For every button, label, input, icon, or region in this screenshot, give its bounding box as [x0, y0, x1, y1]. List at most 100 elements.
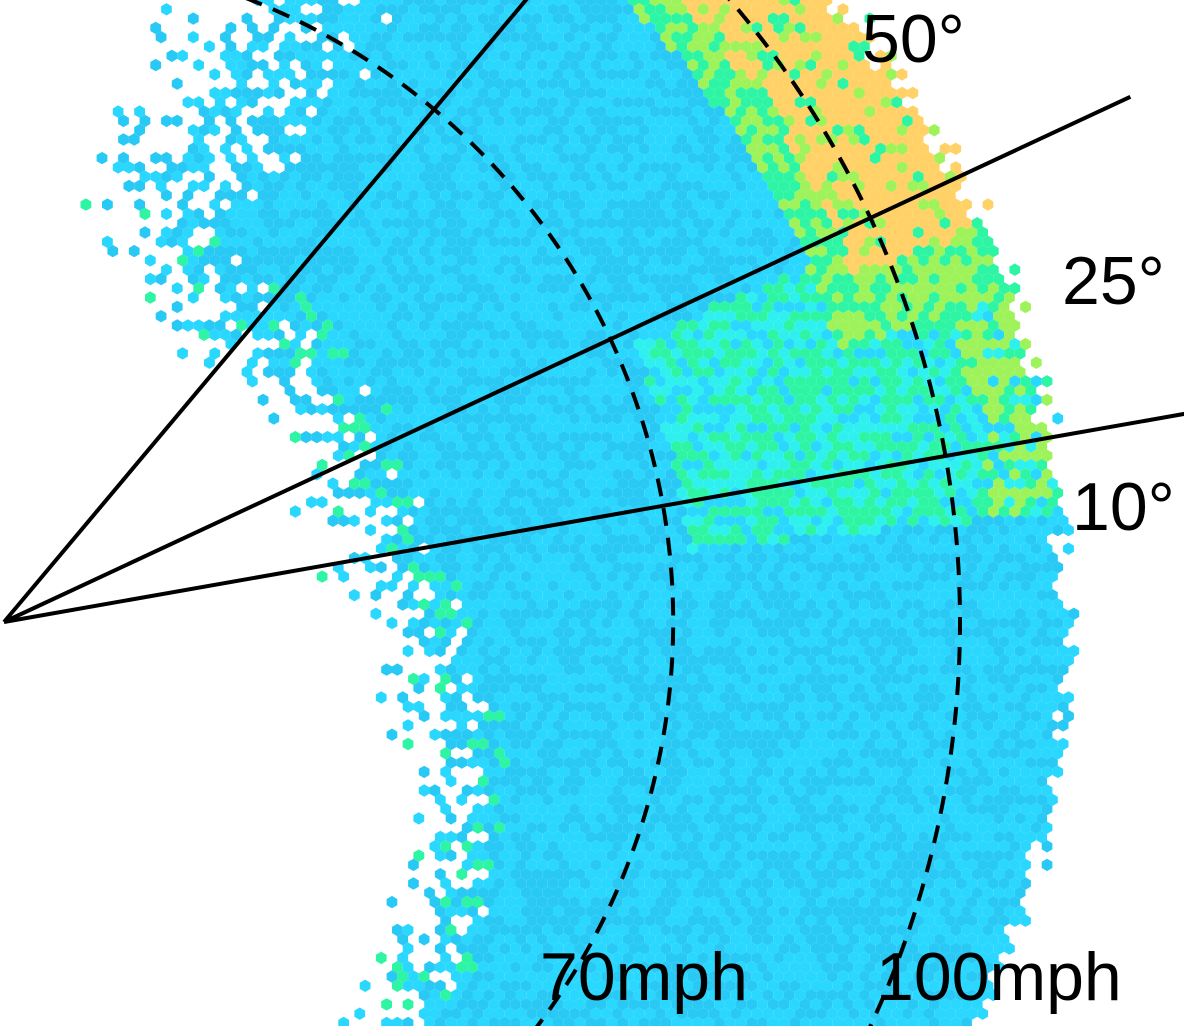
density-hex [456, 31, 468, 44]
density-hex [381, 31, 392, 44]
density-hex [451, 133, 462, 146]
density-hex [536, 151, 548, 165]
density-hex [681, 142, 693, 155]
density-hex [708, 114, 720, 128]
density-hex [579, 170, 591, 183]
density-hex [402, 217, 414, 230]
density-hex [316, 179, 328, 193]
density-hex [332, 170, 344, 183]
density-hex [698, 40, 709, 53]
density-hex [810, 217, 822, 230]
density-hex [762, 133, 774, 146]
density-hex [316, 272, 328, 286]
density-hex [230, 198, 242, 211]
density-hex [741, 40, 752, 53]
density-hex [413, 31, 425, 44]
density-hex [553, 124, 564, 137]
density-hex [708, 133, 720, 146]
density-hex [617, 179, 629, 193]
density-hex [392, 68, 403, 81]
density-hex [569, 244, 580, 258]
density-hex [681, 49, 693, 62]
density-hex [757, 291, 768, 304]
density-hex [714, 198, 725, 211]
density-hex [590, 282, 602, 295]
density-hex [757, 105, 768, 118]
density-hex [671, 179, 682, 193]
density-hex [569, 189, 580, 202]
density-hex [499, 105, 511, 118]
density-hex [724, 161, 736, 174]
density-hex [885, 217, 897, 230]
density-hex [434, 31, 446, 44]
density-hex [273, 217, 285, 230]
density-hex [434, 291, 446, 304]
density-hex [628, 68, 639, 81]
density-hex [332, 77, 344, 90]
density-hex [891, 207, 903, 221]
density-hex [612, 170, 623, 183]
density-hex [816, 170, 827, 183]
density-hex [397, 114, 409, 128]
density-hex [408, 114, 419, 128]
density-hex [483, 133, 494, 146]
density-hex [247, 244, 258, 258]
density-hex [955, 244, 967, 258]
density-hex [177, 347, 188, 360]
density-hex [869, 189, 881, 202]
density-hex [359, 31, 371, 44]
density-hex [928, 161, 940, 174]
density-hex [945, 244, 956, 258]
density-hex [810, 86, 822, 100]
density-hex [735, 49, 747, 62]
density-hex [660, 31, 672, 44]
density-hex [531, 272, 543, 286]
density-hex [671, 235, 682, 248]
density-hex [880, 96, 892, 109]
density-hex [397, 226, 409, 239]
density-hex [923, 263, 935, 276]
density-hex [171, 319, 183, 332]
density-hex [499, 291, 511, 304]
density-hex [703, 179, 715, 193]
density-hex [531, 179, 543, 193]
density-hex [311, 207, 323, 221]
density-hex [526, 170, 537, 183]
density-hex [300, 170, 312, 183]
density-hex [778, 105, 790, 118]
density-hex [676, 21, 688, 35]
density-hex [472, 244, 484, 258]
density-hex [289, 77, 301, 90]
density-hex [950, 272, 962, 286]
density-hex [349, 142, 360, 155]
density-hex [767, 86, 779, 100]
density-hex [805, 226, 817, 239]
density-hex [569, 77, 580, 90]
density-hex [805, 96, 817, 109]
density-hex [633, 207, 645, 221]
density-hex [263, 105, 274, 118]
density-hex [300, 226, 312, 239]
density-hex [241, 12, 253, 25]
density-hex [542, 217, 553, 230]
density-hex [177, 217, 188, 230]
density-hex [907, 105, 919, 118]
density-hex [316, 570, 328, 583]
density-hex [633, 282, 645, 295]
density-hex [343, 77, 355, 90]
density-hex [289, 300, 301, 314]
density-hex [585, 68, 596, 81]
density-hex [821, 31, 833, 44]
density-hex [558, 170, 570, 183]
density-hex [193, 133, 204, 146]
density-hex [569, 40, 580, 53]
density-hex [284, 254, 296, 267]
density-hex [488, 68, 500, 81]
density-hex [574, 291, 586, 304]
density-hex [558, 96, 570, 109]
density-hex [370, 105, 382, 118]
density-hex [939, 198, 951, 211]
density-hex [504, 263, 516, 276]
density-hex [434, 142, 446, 155]
density-hex [370, 161, 382, 174]
